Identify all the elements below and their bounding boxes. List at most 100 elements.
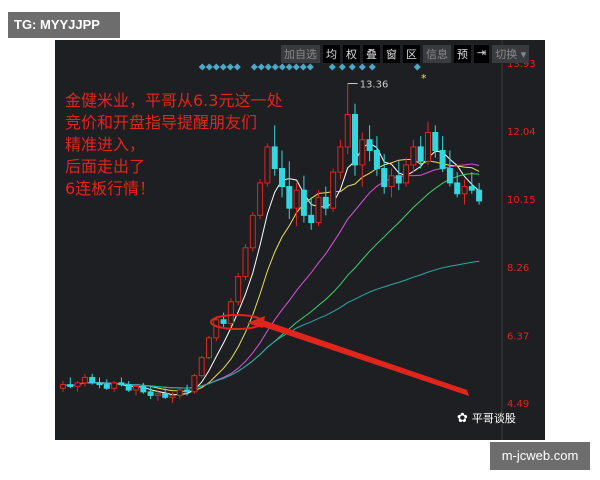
signal-marker	[271, 63, 279, 71]
brand: ✿ 平哥谈股	[457, 410, 516, 426]
signal-marker	[328, 63, 336, 71]
candle-body	[154, 393, 161, 396]
candle-body	[337, 146, 344, 173]
candle-body	[286, 186, 293, 209]
candle-body	[271, 146, 278, 170]
toolbar-button[interactable]: 区	[403, 45, 420, 63]
candle-body	[446, 168, 453, 184]
candle-body	[176, 389, 183, 396]
toolbar-button[interactable]: 预	[454, 45, 471, 63]
y-tick-label: 12.04	[507, 127, 536, 138]
signal-marker	[198, 63, 206, 71]
chart-toolbar: 加自选均权叠窗区信息预 ⇥ 切换 ▾	[281, 45, 530, 63]
annotation-line: 金健米业，平哥从6.3元这一处	[65, 91, 283, 110]
candle-body	[162, 393, 169, 398]
signal-marker	[264, 63, 272, 71]
candle-body	[279, 168, 285, 188]
candle-body	[344, 114, 351, 148]
signal-marker	[299, 63, 307, 71]
toolbar-button[interactable]: ⇥	[474, 45, 490, 63]
candle-body	[315, 196, 322, 224]
y-tick-label: 10.15	[507, 195, 536, 206]
candle-body	[454, 182, 461, 195]
candle-body	[249, 214, 256, 249]
candle-body	[125, 384, 132, 391]
candle-body	[417, 146, 424, 162]
brand-label: 平哥谈股	[471, 412, 516, 425]
candle-body	[206, 337, 212, 359]
signal-marker	[212, 63, 220, 71]
signal-marker	[219, 63, 227, 71]
candle-body	[118, 382, 125, 386]
toolbar-button[interactable]: 切换 ▾	[492, 45, 530, 63]
candle-body	[352, 114, 358, 166]
ma-line-5	[62, 142, 480, 396]
candle-body	[403, 164, 410, 184]
candle-body	[293, 189, 300, 209]
candle-body	[330, 171, 337, 209]
candle-body	[257, 182, 264, 216]
candle-body	[476, 189, 483, 202]
candle-body	[89, 376, 96, 384]
watermark-bottom: m-jcweb.com	[490, 442, 590, 470]
candle-body	[184, 389, 191, 393]
candle-body	[103, 384, 110, 389]
candle-body	[140, 385, 147, 393]
candle-body	[133, 385, 139, 391]
signal-marker	[368, 63, 376, 71]
ma-line-30	[62, 173, 480, 389]
candle-body	[191, 375, 198, 393]
signal-marker	[292, 63, 300, 71]
candle-body	[439, 150, 446, 170]
arrow-head	[247, 316, 265, 328]
candle-body	[242, 247, 249, 278]
candle-body	[227, 301, 234, 324]
candle-body	[468, 186, 475, 191]
toolbar-button[interactable]: 均	[323, 45, 340, 63]
signal-marker	[348, 63, 356, 71]
candle-body	[264, 146, 271, 184]
candlestick-chart: 13.93 12.04 10.15 8.26 6.37 4.49 * 13.36	[60, 40, 536, 440]
candle-body	[96, 382, 103, 386]
watermark-top: TG: MYYJJPP	[8, 12, 120, 38]
candle-body	[111, 382, 118, 389]
toolbar-button[interactable]: 权	[343, 45, 360, 63]
signal-marker	[338, 63, 346, 71]
toolbar-button[interactable]: 窗	[383, 45, 400, 63]
annotation-text: 金健米业，平哥从6.3元这一处 竞价和开盘指导提醒朋友们 精准进入， 后面走出了 6连板…	[65, 90, 282, 200]
chart-panel: 13.93 12.04 10.15 8.26 6.37 4.49 * 13.36 加自选均权叠…	[55, 40, 545, 440]
y-tick-label: 8.26	[507, 263, 529, 274]
y-tick-label: 6.37	[507, 331, 529, 342]
candle-body	[74, 382, 81, 387]
candle-body	[359, 139, 366, 166]
candle-body	[308, 214, 315, 224]
red-arrow	[255, 319, 469, 396]
candle-body	[235, 276, 242, 303]
toolbar-button[interactable]: 叠	[363, 45, 380, 63]
peak-label: 13.36	[360, 80, 389, 91]
star-marker: *	[421, 72, 427, 85]
candle-body	[60, 384, 66, 389]
candle-body	[147, 391, 154, 396]
candle-body	[169, 394, 176, 398]
candle-body	[67, 384, 74, 387]
signal-marker	[233, 63, 241, 71]
candle-body	[81, 376, 88, 384]
candle-body	[381, 168, 388, 188]
candle-body	[220, 319, 227, 324]
ma-line-60	[62, 260, 480, 389]
candle-body	[395, 175, 402, 184]
y-tick-label: 13.93	[507, 59, 536, 70]
toolbar-button[interactable]: 信息	[423, 45, 451, 63]
signal-marker	[413, 63, 421, 71]
candle-body	[388, 175, 395, 188]
annotation-line: 后面走出了	[65, 157, 146, 176]
signal-marker	[257, 63, 265, 71]
signal-marker	[358, 63, 366, 71]
toolbar-button[interactable]: 加自选	[281, 45, 320, 63]
signal-marker	[205, 63, 213, 71]
annotation-line: 6连板行情！	[65, 179, 156, 198]
candle-body	[213, 319, 220, 339]
candle-body	[198, 357, 205, 377]
annotation-line: 精准进入，	[65, 135, 146, 154]
